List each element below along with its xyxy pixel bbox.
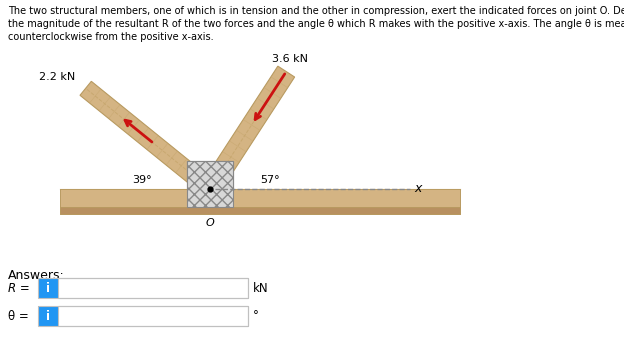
Bar bbox=[38, 278, 58, 298]
Bar bbox=[58, 278, 248, 298]
Text: 39°: 39° bbox=[132, 175, 152, 185]
Text: The two structural members, one of which is in tension and the other in compress: The two structural members, one of which… bbox=[8, 6, 624, 16]
Bar bbox=[58, 306, 248, 326]
Text: O: O bbox=[206, 218, 215, 228]
Polygon shape bbox=[202, 66, 295, 194]
Bar bbox=[38, 278, 248, 298]
Bar bbox=[187, 161, 233, 207]
Text: θ =: θ = bbox=[8, 309, 29, 323]
Bar bbox=[38, 306, 58, 326]
Text: i: i bbox=[46, 281, 50, 294]
Text: Answers:: Answers: bbox=[8, 269, 65, 282]
Text: 2.2 kN: 2.2 kN bbox=[39, 72, 76, 82]
Text: x: x bbox=[414, 182, 421, 194]
Bar bbox=[60, 207, 460, 214]
Text: R =: R = bbox=[8, 281, 30, 294]
Bar bbox=[60, 189, 460, 207]
Text: °: ° bbox=[253, 309, 259, 323]
Text: the magnitude of the resultant R of the two forces and the angle θ which R makes: the magnitude of the resultant R of the … bbox=[8, 19, 624, 29]
Bar bbox=[60, 189, 460, 207]
Polygon shape bbox=[80, 81, 216, 196]
Text: 57°: 57° bbox=[260, 175, 280, 185]
Bar bbox=[187, 161, 233, 207]
Bar bbox=[60, 207, 460, 214]
Text: 3.6 kN: 3.6 kN bbox=[272, 54, 308, 64]
Text: counterclockwise from the positive x-axis.: counterclockwise from the positive x-axi… bbox=[8, 32, 213, 42]
Bar bbox=[38, 306, 248, 326]
Text: i: i bbox=[46, 309, 50, 323]
Text: kN: kN bbox=[253, 281, 268, 294]
